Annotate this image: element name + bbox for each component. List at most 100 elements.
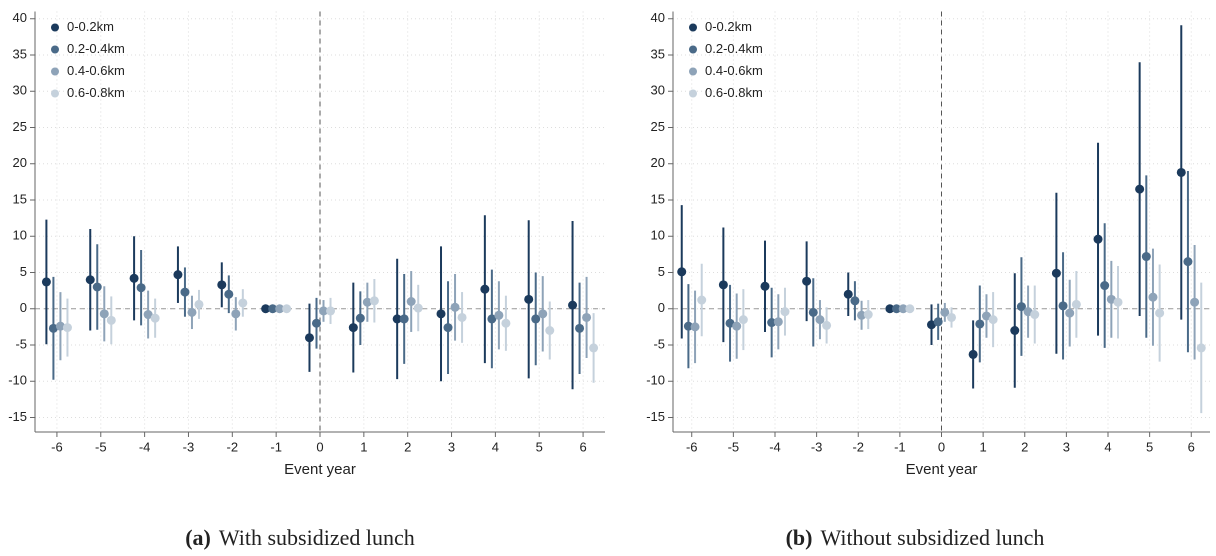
y-tick-label: 15 <box>13 191 27 206</box>
point <box>1030 310 1040 320</box>
legend-label: 0-0.2km <box>705 19 752 34</box>
point <box>1176 167 1186 177</box>
x-axis-label: Event year <box>284 461 356 478</box>
point <box>1065 308 1075 318</box>
point <box>780 307 790 317</box>
legend-marker <box>689 67 697 76</box>
point <box>1093 234 1103 244</box>
y-tick-label: 35 <box>651 46 665 61</box>
legend-label: 0.4-0.6km <box>705 63 763 78</box>
point <box>773 317 783 327</box>
point <box>487 314 497 324</box>
y-tick-label: 35 <box>13 46 27 61</box>
y-tick-label: 30 <box>13 83 27 98</box>
point <box>843 289 853 299</box>
point <box>863 310 873 320</box>
point <box>582 312 592 322</box>
legend-marker <box>51 67 59 76</box>
x-tick-label: 5 <box>1146 439 1153 454</box>
point <box>362 297 372 307</box>
point <box>885 304 895 314</box>
legend-label: 0.2-0.4km <box>705 41 763 56</box>
point <box>1016 302 1026 312</box>
point <box>129 273 139 283</box>
point <box>99 309 109 319</box>
point <box>988 315 998 325</box>
x-tick-label: 6 <box>579 439 586 454</box>
point <box>173 270 183 280</box>
point <box>808 307 818 317</box>
x-tick-label: 5 <box>536 439 543 454</box>
x-tick-label: 0 <box>938 439 945 454</box>
point <box>968 349 978 359</box>
x-tick-label: -2 <box>227 439 239 454</box>
x-tick-label: 4 <box>1104 439 1111 454</box>
x-tick-label: 6 <box>1188 439 1195 454</box>
point <box>41 277 51 287</box>
y-tick-label: 25 <box>651 119 665 134</box>
point <box>738 315 748 325</box>
caption-label: (a) <box>185 525 211 550</box>
caption-label: (b) <box>786 525 813 550</box>
point <box>443 323 453 333</box>
point <box>450 302 460 312</box>
x-tick-label: 3 <box>448 439 455 454</box>
x-tick-label: -6 <box>51 439 63 454</box>
point <box>1148 292 1158 302</box>
y-tick-label: 20 <box>13 155 27 170</box>
point <box>62 323 72 333</box>
point <box>946 312 956 322</box>
x-axis-label: Event year <box>906 461 978 478</box>
legend-label: 0.6-0.8km <box>705 85 763 100</box>
point <box>311 318 321 328</box>
x-tick-label: 2 <box>404 439 411 454</box>
x-tick-label: -1 <box>894 439 906 454</box>
point <box>275 304 285 314</box>
y-tick-label: -5 <box>15 336 27 351</box>
x-tick-label: 1 <box>980 439 987 454</box>
point <box>850 296 860 306</box>
y-tick-label: -10 <box>646 373 665 388</box>
x-tick-label: -4 <box>139 439 151 454</box>
caption-text: Without subsidized lunch <box>820 525 1044 550</box>
point <box>304 333 314 343</box>
x-tick-label: 3 <box>1063 439 1070 454</box>
point <box>975 319 985 329</box>
y-tick-label: -5 <box>653 336 665 351</box>
point <box>1141 252 1151 262</box>
point <box>1071 299 1081 309</box>
point <box>933 317 943 327</box>
caption: (b) Without subsidized lunch <box>786 525 1045 550</box>
legend-label: 0.6-0.8km <box>67 85 125 100</box>
x-tick-label: 4 <box>492 439 499 454</box>
point <box>718 280 728 290</box>
point <box>524 294 534 304</box>
x-tick-label: -3 <box>811 439 823 454</box>
point <box>150 313 160 323</box>
point <box>399 314 409 324</box>
point <box>268 304 278 314</box>
point <box>326 306 336 316</box>
x-tick-label: 2 <box>1021 439 1028 454</box>
y-tick-label: 0 <box>658 300 665 315</box>
x-tick-label: -6 <box>686 439 698 454</box>
point <box>55 321 65 331</box>
point <box>231 309 241 319</box>
point <box>857 310 867 320</box>
point <box>1051 268 1061 278</box>
legend-marker <box>689 23 697 32</box>
point <box>369 296 379 306</box>
point <box>406 297 416 306</box>
point <box>815 315 825 325</box>
x-tick-label: -3 <box>183 439 195 454</box>
point <box>180 287 190 297</box>
point <box>457 312 467 322</box>
point <box>85 275 95 285</box>
point <box>589 343 599 353</box>
point <box>238 298 248 308</box>
point <box>822 320 832 330</box>
point <box>494 310 504 320</box>
x-tick-label: -1 <box>270 439 282 454</box>
